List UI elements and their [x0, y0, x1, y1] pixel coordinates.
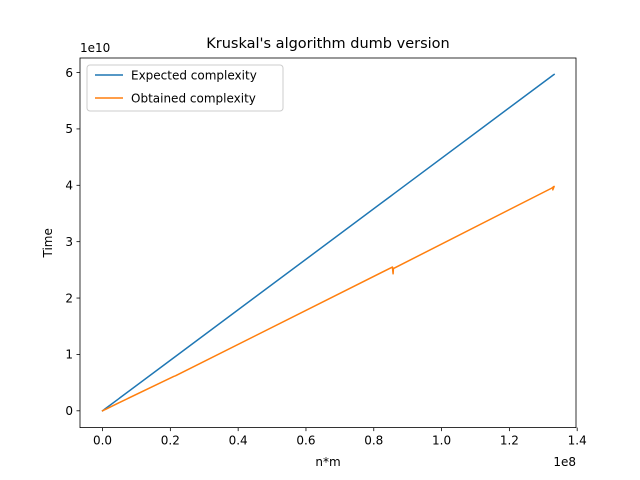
series-layer [101, 73, 556, 412]
x-axis-scale-label: 1e8 [553, 455, 576, 469]
legend-label-expected: Expected complexity [131, 69, 257, 83]
x-tick-label: 0.8 [364, 434, 383, 448]
axes-frame [79, 57, 577, 429]
x-axis-ticks: 0.0 0.2 0.4 0.6 0.8 1.0 1.2 1.4 [93, 427, 587, 448]
x-tick-label: 1.0 [432, 434, 451, 448]
x-tick-label: 0.4 [229, 434, 248, 448]
x-tick-label: 0.0 [93, 434, 112, 448]
series-line-obtained [101, 185, 555, 412]
y-axis-scale-label: 1e10 [80, 41, 110, 55]
y-tick-label: 0 [65, 404, 73, 418]
y-tick-label: 6 [65, 66, 73, 80]
x-tick-label: 0.6 [296, 434, 315, 448]
y-axis-label: Time [41, 228, 55, 258]
y-tick-label: 3 [65, 235, 73, 249]
x-tick-label: 1.2 [500, 434, 519, 448]
x-tick-label: 0.2 [161, 434, 180, 448]
y-tick-label: 2 [65, 291, 73, 305]
plot-area [79, 57, 577, 429]
legend: Expected complexity Obtained complexity [86, 64, 284, 112]
y-tick-label: 4 [65, 179, 73, 193]
y-tick-label: 1 [65, 348, 73, 362]
x-tick-label: 1.4 [568, 434, 587, 448]
y-tick-label: 5 [65, 122, 73, 136]
legend-label-obtained: Obtained complexity [131, 92, 256, 106]
y-axis-ticks: 0 1 2 3 4 5 6 [65, 66, 80, 418]
legend-box [86, 64, 284, 112]
x-axis-label: n*m [315, 455, 340, 469]
chart-title: Kruskal's algorithm dumb version [206, 36, 449, 52]
